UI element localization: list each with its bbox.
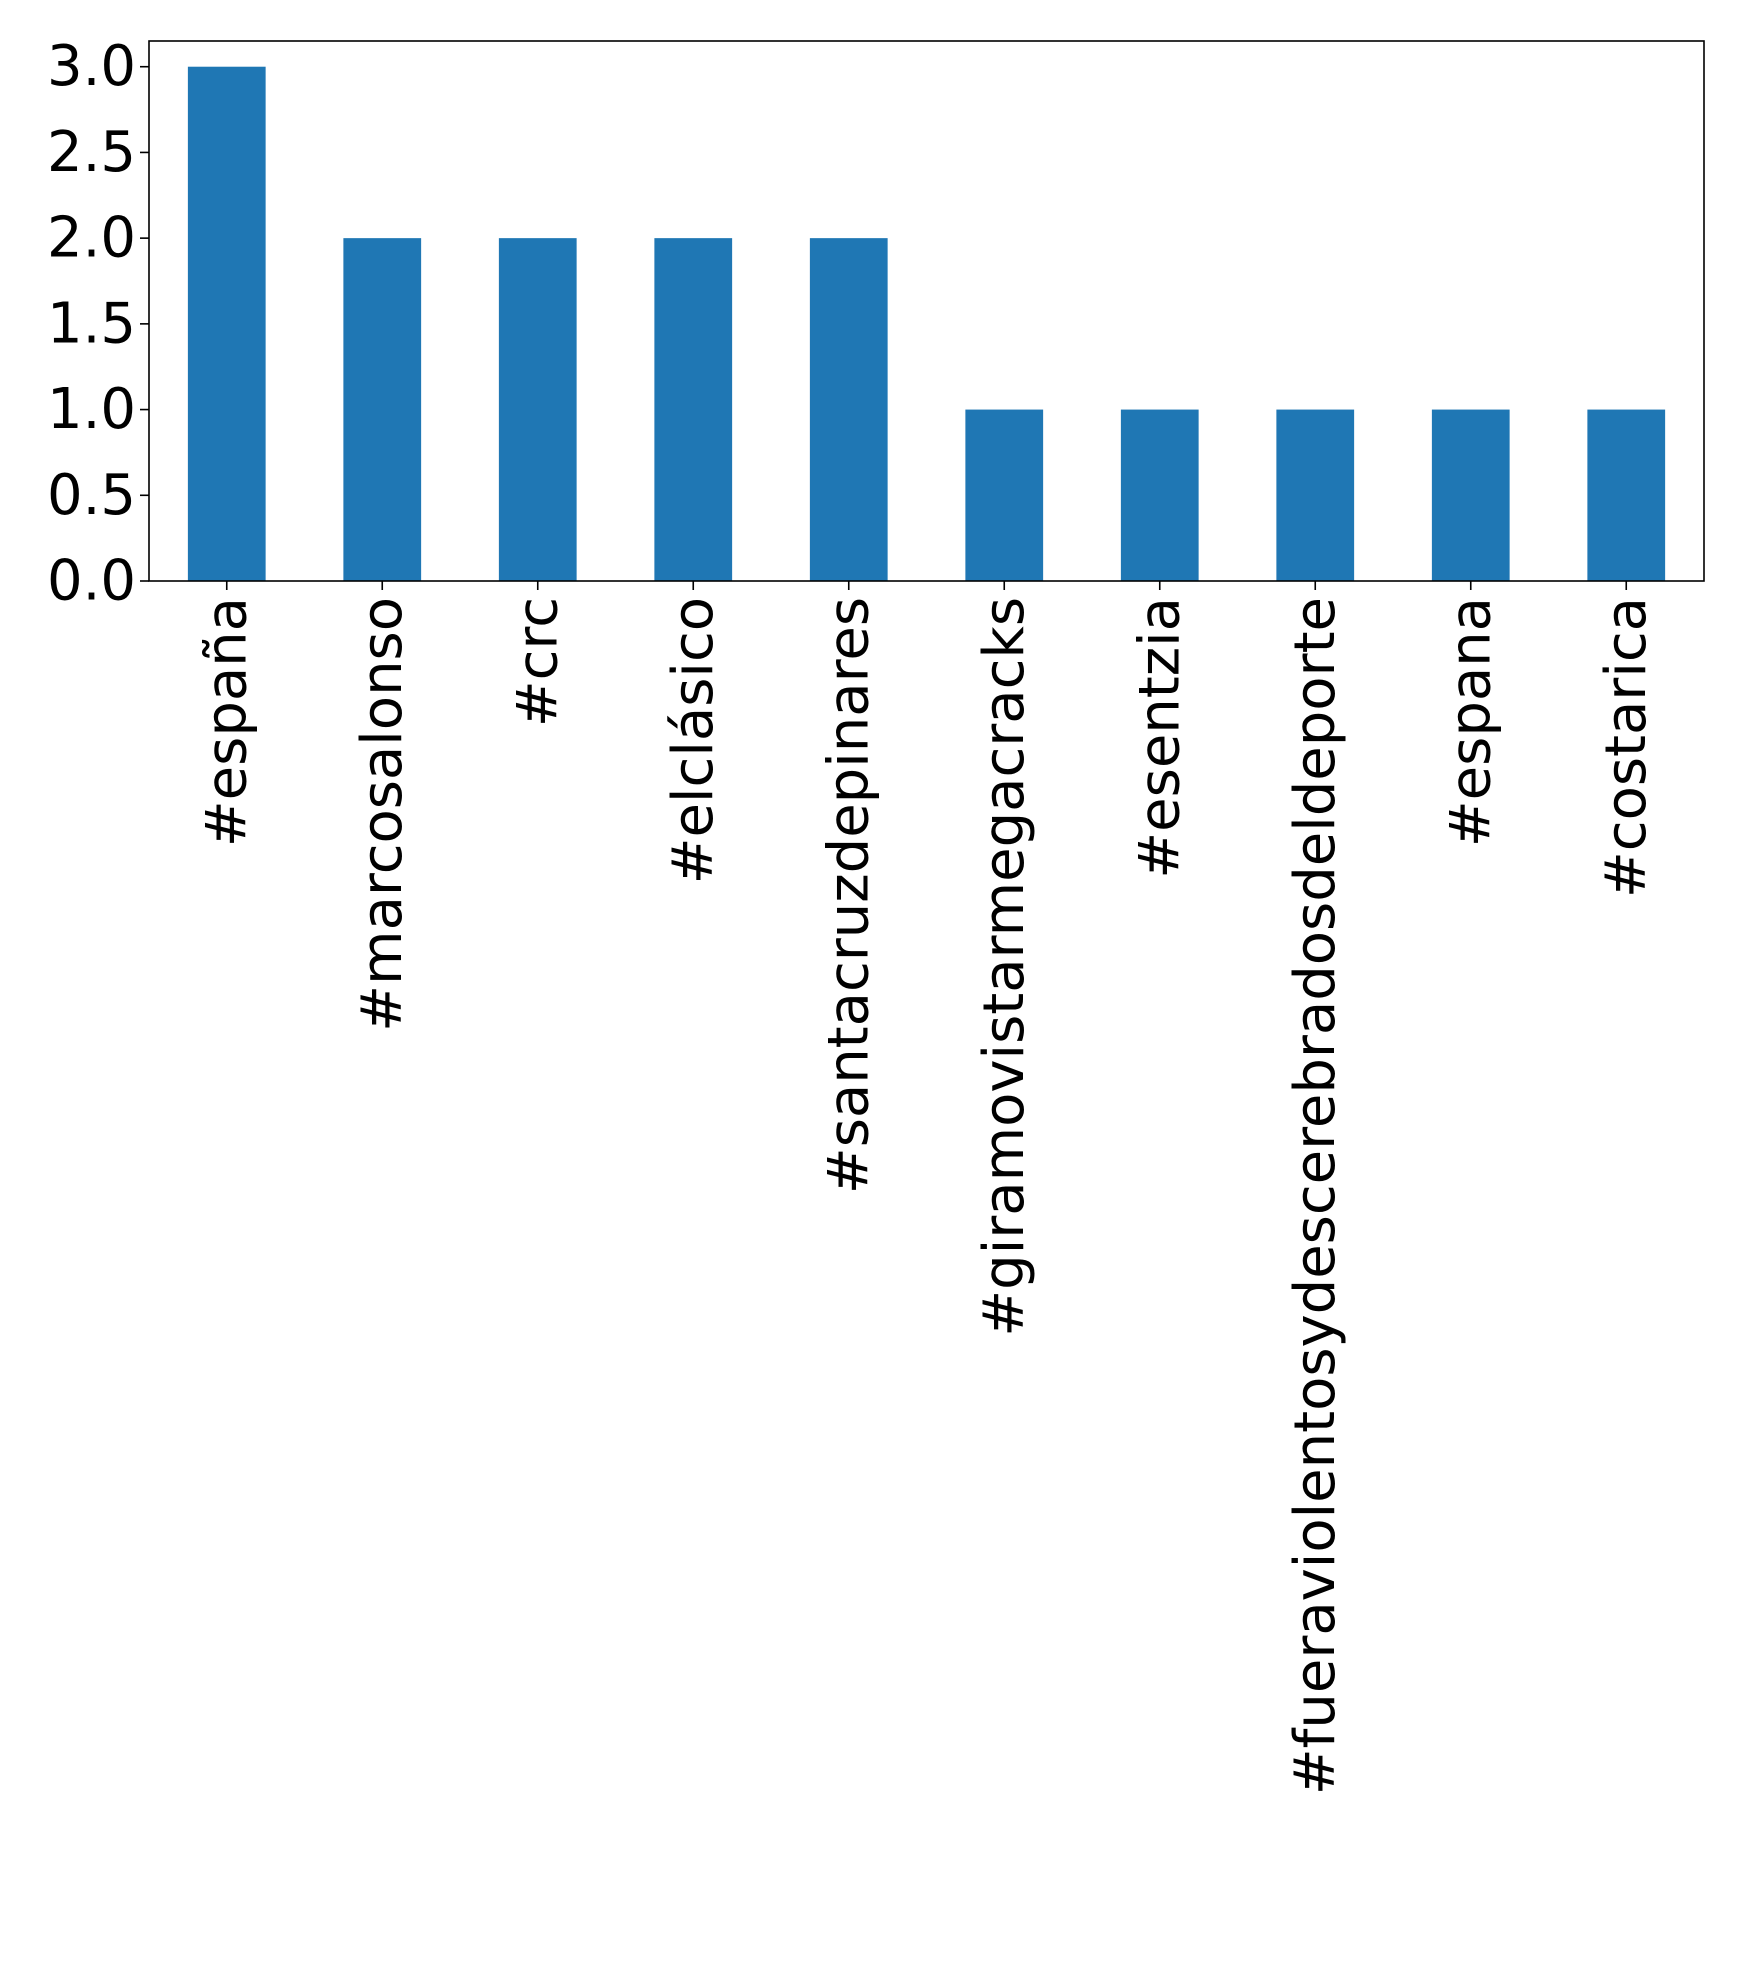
- x-tick-label: #marcosalonso: [350, 597, 415, 1032]
- bar-4: [809, 238, 888, 581]
- x-tick-label: #esentzia: [1127, 597, 1192, 879]
- y-tick-label: 3.0: [47, 34, 136, 99]
- bar-1: [343, 238, 422, 581]
- y-axis-ticks: 0.0 0.5 1.0 1.5 2.0 2.5 3.0: [47, 34, 149, 614]
- y-tick-label: 0.0: [47, 549, 136, 614]
- x-tick-label: #crc: [505, 597, 570, 727]
- x-tick-label: #costarica: [1594, 597, 1659, 898]
- x-tick-label: #giramovistarmegacracks: [972, 597, 1037, 1337]
- bars-group: [187, 66, 1666, 581]
- x-tick-label: #espana: [1438, 597, 1503, 847]
- y-tick-label: 0.5: [47, 463, 136, 528]
- bar-9: [1587, 409, 1666, 581]
- bar-6: [1120, 409, 1199, 581]
- y-tick-label: 2.5: [47, 120, 136, 185]
- x-tick-label: #españa: [194, 597, 259, 847]
- y-tick-label: 1.0: [47, 377, 136, 442]
- x-tick-label: #elclásico: [661, 597, 726, 884]
- plot-frame: [148, 40, 1705, 582]
- bar-5: [965, 409, 1044, 581]
- bar-7: [1276, 409, 1355, 581]
- x-tick-label: #santacruzdepinares: [816, 597, 881, 1194]
- y-tick-label: 2.0: [47, 206, 136, 271]
- x-tick-label: #fueraviolentosydescerebradosdeldeporte: [1283, 597, 1348, 1795]
- y-tick-label: 1.5: [47, 291, 136, 356]
- x-axis-ticks: #españa #marcosalonso #crc #elclásico #santa…: [194, 581, 1659, 1795]
- bar-0: [187, 66, 266, 581]
- bar-2: [498, 238, 577, 581]
- bar-3: [654, 238, 733, 581]
- bar-8: [1431, 409, 1510, 581]
